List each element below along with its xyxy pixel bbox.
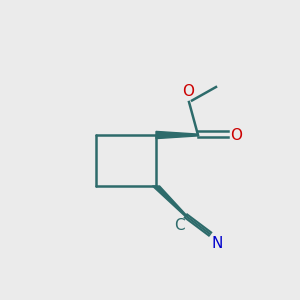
Text: C: C (174, 218, 184, 232)
Polygon shape (156, 131, 198, 139)
Text: N: N (212, 236, 223, 251)
Text: O: O (182, 84, 194, 99)
Text: O: O (230, 128, 242, 142)
Polygon shape (152, 186, 187, 216)
